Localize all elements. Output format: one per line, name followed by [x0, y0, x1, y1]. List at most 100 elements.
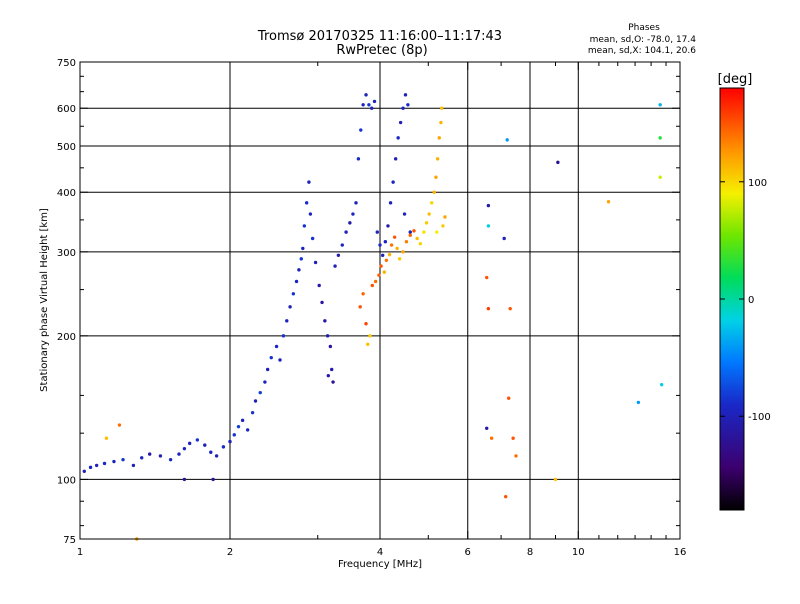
- echo-point: [443, 215, 447, 219]
- echo-point: [344, 230, 348, 234]
- echo-point: [214, 454, 219, 458]
- echo-point: [503, 494, 508, 499]
- echo-point: [396, 136, 400, 140]
- stats-heading: Phases: [628, 23, 660, 33]
- colorbar-tick-label: 100: [748, 178, 767, 189]
- echo-point: [434, 175, 438, 179]
- echo-point: [236, 424, 241, 429]
- echo-point: [372, 99, 377, 104]
- y-tick-label: 300: [57, 248, 76, 259]
- echo-point: [203, 443, 207, 447]
- chart-title: Tromsø 20170325 11:16:00–11:17:43: [257, 29, 502, 44]
- echo-point: [361, 292, 365, 296]
- echo-point: [168, 457, 173, 462]
- echo-point: [386, 224, 390, 228]
- echo-point: [427, 212, 431, 216]
- echo-point: [182, 477, 187, 482]
- echo-point: [359, 128, 363, 132]
- stats-line-x: mean, sd,X: 104.1, 20.6: [588, 46, 696, 56]
- y-tick-label: 100: [57, 475, 76, 486]
- echo-point: [387, 252, 392, 257]
- echo-point: [437, 136, 441, 140]
- echo-point: [658, 136, 662, 140]
- echo-point: [302, 224, 307, 228]
- echo-point: [375, 230, 379, 234]
- echo-point: [511, 436, 515, 440]
- echo-point: [328, 344, 333, 349]
- y-tick-label: 600: [57, 104, 76, 115]
- echo-point: [274, 344, 279, 349]
- echo-point: [140, 456, 144, 460]
- echo-point: [358, 305, 362, 309]
- x-tick-label: 16: [674, 547, 687, 558]
- echo-point: [393, 157, 398, 161]
- grid: [80, 62, 680, 539]
- echo-point: [430, 201, 434, 205]
- echo-point: [228, 439, 232, 444]
- echo-point: [486, 306, 491, 311]
- echo-point: [382, 270, 386, 274]
- echo-point: [435, 230, 439, 234]
- echo-point: [121, 457, 125, 462]
- echo-point: [408, 233, 412, 237]
- echo-point: [94, 463, 99, 468]
- echo-point: [265, 367, 270, 372]
- y-tick-label: 750: [57, 58, 76, 69]
- echo-point: [281, 334, 286, 338]
- x-axis-label: Frequency [MHz]: [338, 559, 422, 570]
- echo-point: [102, 461, 107, 466]
- echo-point: [606, 200, 611, 204]
- x-tick-label: 1: [77, 547, 83, 558]
- echo-point: [195, 438, 200, 442]
- x-tick-label: 8: [527, 547, 533, 558]
- y-axis-label: Stationary phase Virtual Height [km]: [39, 208, 50, 392]
- y-tick-label: 500: [57, 142, 76, 153]
- echo-point: [325, 334, 330, 338]
- echo-point: [398, 120, 403, 125]
- echo-point: [397, 257, 402, 261]
- echo-point: [368, 334, 372, 338]
- echo-point: [439, 120, 443, 125]
- echo-point: [367, 103, 371, 107]
- echo-point: [659, 382, 664, 387]
- echo-point: [330, 367, 334, 372]
- echo-point: [221, 445, 226, 449]
- echo-point: [553, 477, 558, 482]
- echo-point: [424, 221, 429, 225]
- echo-point: [245, 428, 250, 432]
- echo-point: [117, 423, 122, 427]
- echo-point: [263, 380, 267, 384]
- echo-point: [422, 230, 426, 234]
- echo-point: [336, 253, 341, 257]
- echo-point: [485, 426, 489, 430]
- echo-point: [291, 292, 296, 296]
- echo-point: [378, 243, 382, 247]
- echo-point: [432, 190, 436, 194]
- echo-point: [182, 446, 187, 451]
- echo-point: [395, 246, 399, 251]
- x-tick-label: 10: [572, 547, 585, 558]
- echo-point: [440, 106, 444, 110]
- echo-point: [391, 180, 395, 184]
- echo-point: [373, 279, 378, 284]
- echo-point: [82, 469, 86, 473]
- echo-point: [392, 235, 397, 239]
- echo-point: [364, 322, 368, 326]
- echo-point: [351, 212, 355, 216]
- echo-point: [354, 201, 358, 205]
- colorbar-tick-label: 0: [748, 295, 754, 306]
- echo-point: [294, 279, 299, 284]
- colorbar: 100 0 -100: [719, 87, 771, 511]
- echo-point: [404, 240, 409, 244]
- echo-point: [441, 224, 445, 228]
- echo-point: [485, 275, 489, 280]
- echo-point: [348, 221, 352, 225]
- echo-point: [380, 253, 385, 257]
- echo-point: [288, 305, 292, 309]
- echo-point: [370, 283, 374, 288]
- x-tick-label: 6: [465, 547, 471, 558]
- echo-point: [364, 93, 368, 97]
- echo-point: [285, 319, 289, 323]
- echo-point: [112, 459, 116, 464]
- echo-point: [412, 229, 416, 233]
